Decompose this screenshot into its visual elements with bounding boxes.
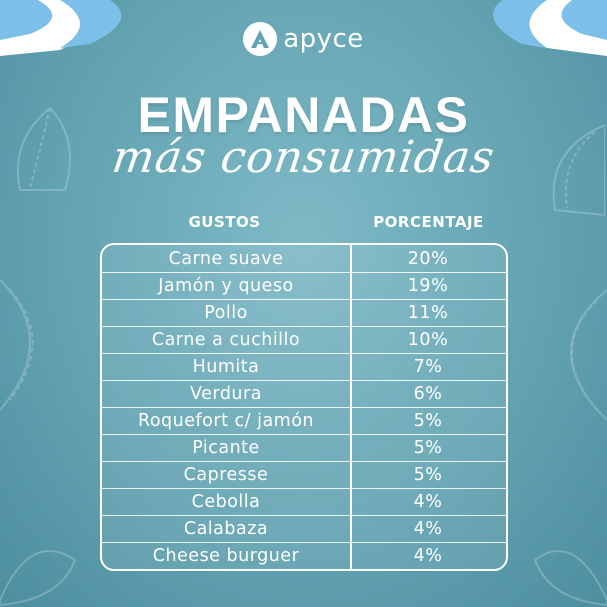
cell-gusto: Cebolla: [191, 491, 261, 512]
apyce-logo-icon: [243, 22, 278, 56]
cell-gusto: Roquefort c/ jamón: [137, 410, 315, 431]
brand-logo: apyce: [0, 22, 607, 56]
cell-gusto: Calabaza: [183, 518, 269, 539]
cell-porcentaje: 4%: [413, 518, 443, 539]
brand-name: apyce: [283, 24, 364, 54]
table-row: Capresse 5%: [102, 461, 506, 488]
cell-gusto: Carne suave: [168, 248, 284, 269]
empanada-decoration-icon: [552, 123, 605, 217]
cell-gusto: Jamón y queso: [158, 275, 294, 296]
cell-porcentaje: 4%: [413, 491, 443, 512]
page-subtitle: más consumidas: [109, 132, 498, 183]
row-divider: [102, 272, 506, 273]
cell-porcentaje: 7%: [413, 356, 443, 377]
table-row: Carne suave 20%: [102, 245, 506, 272]
column-header-gustos: GUSTOS: [188, 213, 261, 231]
cell-gusto: Carne a cuchillo: [151, 329, 301, 350]
table-row: Pollo 11%: [102, 299, 506, 326]
flavors-table: Carne suave 20% Jamón y queso 19% Pollo 11% Ca…: [100, 243, 508, 571]
table-header: GUSTOS PORCENTAJE: [100, 213, 508, 231]
row-divider: [102, 326, 506, 327]
cell-porcentaje: 4%: [413, 545, 443, 566]
cell-gusto: Humita: [192, 356, 260, 377]
cell-porcentaje: 5%: [413, 464, 443, 485]
row-divider: [102, 299, 506, 300]
flag-left-icon: [0, 0, 200, 60]
table-row: Cebolla 4%: [102, 488, 506, 515]
row-divider: [102, 434, 506, 435]
empanada-decoration-icon: [533, 550, 607, 607]
table-row: Carne a cuchillo 10%: [102, 326, 506, 353]
table-row: Cheese burguer 4%: [102, 542, 506, 569]
row-divider: [102, 515, 506, 516]
flag-right-icon: [407, 0, 607, 60]
row-divider: [102, 353, 506, 354]
cell-gusto: Pollo: [204, 302, 248, 323]
empanada-decoration-icon: [570, 289, 607, 421]
cell-porcentaje: 6%: [413, 383, 443, 404]
cell-gusto: Picante: [192, 437, 260, 458]
row-divider: [102, 407, 506, 408]
page-title: EMPANADAS: [137, 87, 470, 143]
table-row: Humita 7%: [102, 353, 506, 380]
cell-gusto: Verdura: [190, 383, 262, 404]
row-divider: [102, 380, 506, 381]
cell-gusto: Capresse: [183, 464, 269, 485]
table-row: Roquefort c/ jamón 5%: [102, 407, 506, 434]
cell-porcentaje: 19%: [407, 275, 449, 296]
empanada-decoration-icon: [0, 279, 34, 411]
cell-porcentaje: 5%: [413, 410, 443, 431]
cell-porcentaje: 5%: [413, 437, 443, 458]
empanada-decoration-icon: [17, 106, 71, 191]
empanada-decoration-icon: [0, 550, 77, 607]
cell-gusto: Cheese burguer: [152, 545, 300, 566]
cell-porcentaje: 11%: [407, 302, 449, 323]
table-row: Picante 5%: [102, 434, 506, 461]
row-divider: [102, 461, 506, 462]
row-divider: [102, 542, 506, 543]
column-header-porcentaje: PORCENTAJE: [373, 213, 484, 231]
cell-porcentaje: 10%: [407, 329, 449, 350]
table-row: Jamón y queso 19%: [102, 272, 506, 299]
table-row: Calabaza 4%: [102, 515, 506, 542]
cell-porcentaje: 20%: [407, 248, 449, 269]
table-row: Verdura 6%: [102, 380, 506, 407]
row-divider: [102, 488, 506, 489]
